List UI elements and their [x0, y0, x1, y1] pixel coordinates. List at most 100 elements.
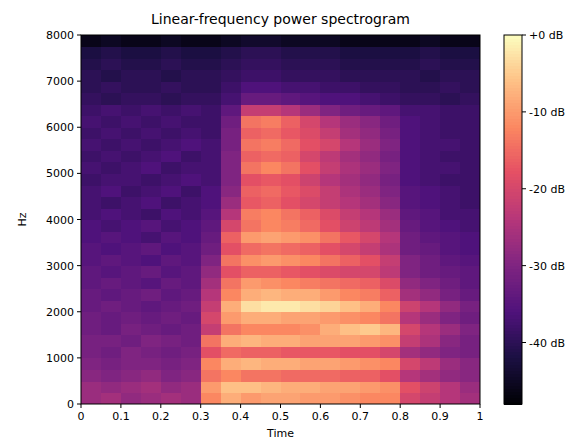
colorbar [504, 35, 522, 405]
cell [201, 254, 222, 266]
cell [261, 346, 282, 358]
cell [300, 358, 321, 370]
cell [281, 277, 302, 289]
cell [141, 277, 162, 289]
cell [81, 81, 102, 93]
cell [400, 312, 421, 324]
cell [81, 185, 102, 197]
cell [281, 254, 302, 266]
cell [360, 173, 381, 185]
cell [320, 162, 341, 174]
cell [181, 231, 202, 243]
colorbar-tick [522, 342, 526, 343]
y-tick-label: 4000 [46, 214, 74, 227]
x-axis-title: Time [266, 427, 294, 440]
cell [101, 173, 122, 185]
cell [420, 35, 441, 47]
cell [241, 116, 262, 128]
cell [141, 323, 162, 335]
cell [320, 277, 341, 289]
cell [281, 127, 302, 139]
cell [261, 369, 282, 381]
cell [81, 243, 102, 255]
cell [320, 116, 341, 128]
y-tick-label: 1000 [46, 352, 74, 365]
cell [360, 47, 381, 59]
cell [101, 47, 122, 59]
cell [460, 127, 480, 139]
cell [101, 323, 122, 335]
cell [360, 254, 381, 266]
x-tick [81, 404, 82, 408]
cell [81, 47, 102, 59]
cell [221, 277, 242, 289]
cell [300, 346, 321, 358]
cell [81, 220, 102, 232]
colorbar-tick-label: -40 dB [529, 337, 565, 350]
cell [281, 47, 302, 59]
cell [161, 312, 182, 324]
cell [440, 243, 461, 255]
cell [261, 231, 282, 243]
cell [281, 81, 302, 93]
cell [460, 266, 480, 278]
cell [320, 220, 341, 232]
cell [420, 243, 441, 255]
cell [121, 369, 142, 381]
cell [360, 277, 381, 289]
y-tick [77, 127, 81, 128]
cell [380, 254, 401, 266]
cell [241, 208, 262, 220]
cell [440, 358, 461, 370]
cell [201, 323, 222, 335]
cell [440, 127, 461, 139]
cell [141, 127, 162, 139]
cell [460, 185, 480, 197]
cell [460, 196, 480, 208]
cell [281, 312, 302, 324]
cell [380, 392, 401, 404]
cell [440, 93, 461, 105]
cell [340, 220, 361, 232]
cell [101, 312, 122, 324]
cell [101, 196, 122, 208]
cell [201, 243, 222, 255]
cell [300, 220, 321, 232]
cell [420, 392, 441, 404]
colorbar-tick-label: +0 dB [529, 29, 563, 42]
cell [300, 81, 321, 93]
cell [161, 47, 182, 59]
cell [241, 254, 262, 266]
cell [141, 266, 162, 278]
cell [81, 93, 102, 105]
cell [121, 300, 142, 312]
cell [300, 162, 321, 174]
cell [460, 392, 480, 404]
cell [121, 392, 142, 404]
cell [181, 81, 202, 93]
cell [440, 335, 461, 347]
cell [340, 47, 361, 59]
cell [281, 196, 302, 208]
cell [181, 116, 202, 128]
cell [161, 35, 182, 47]
cell [241, 139, 262, 151]
cell [380, 70, 401, 82]
cell [440, 47, 461, 59]
cell [420, 277, 441, 289]
cell [201, 300, 222, 312]
cell [161, 392, 182, 404]
cell [181, 369, 202, 381]
cell [460, 116, 480, 128]
cell [81, 104, 102, 116]
cell [161, 323, 182, 335]
cell [121, 358, 142, 370]
cell [121, 381, 142, 393]
cell [320, 139, 341, 151]
cell [460, 93, 480, 105]
cell [340, 208, 361, 220]
y-axis-title: Hz [16, 212, 29, 226]
cell [340, 81, 361, 93]
cell [340, 104, 361, 116]
cell [360, 185, 381, 197]
